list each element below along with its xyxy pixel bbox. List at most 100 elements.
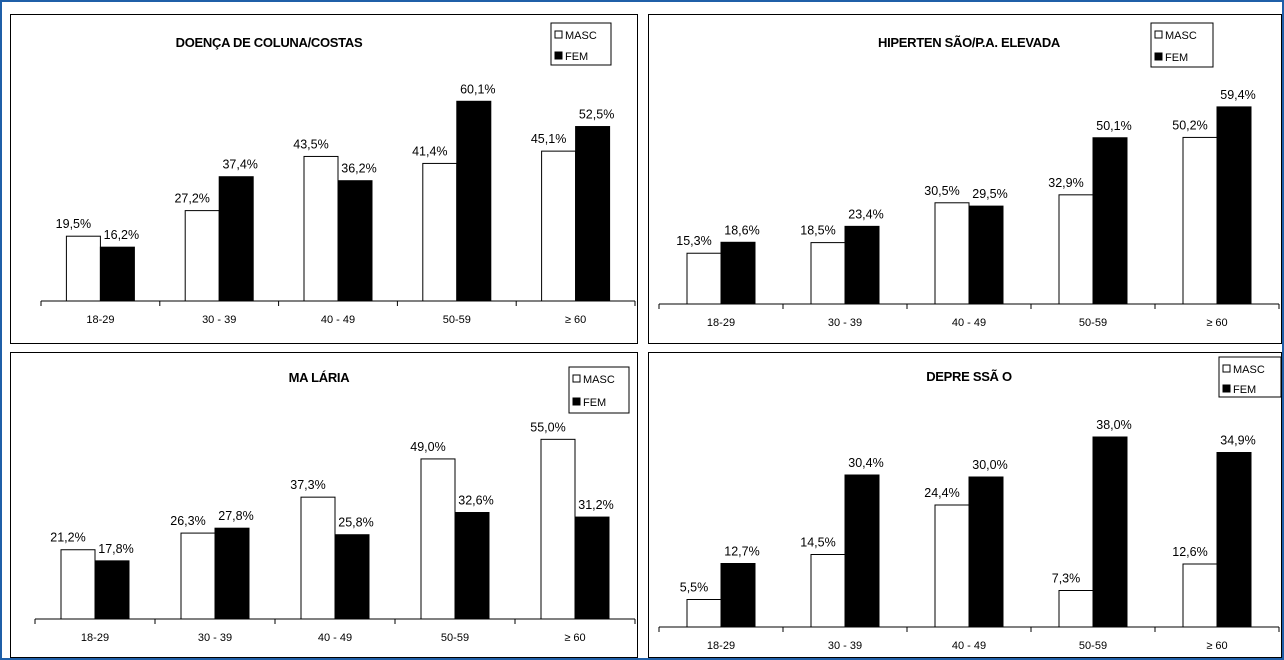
data-label: 41,4% [412, 144, 447, 158]
data-label: 49,0% [410, 440, 445, 454]
data-label: 52,5% [579, 108, 614, 122]
legend-swatch-fem [1222, 384, 1231, 393]
bar-masc [934, 202, 970, 305]
legend-label: FEM [1233, 384, 1256, 396]
bar-fem [337, 180, 373, 302]
x-tick-label: ≥ 60 [1206, 640, 1227, 652]
data-label: 37,3% [290, 478, 325, 492]
x-tick-label: 40 - 49 [318, 632, 352, 644]
data-label: 15,3% [676, 234, 711, 248]
legend-label: MASC [583, 374, 615, 386]
data-label: 50,2% [1172, 118, 1207, 132]
bar-fem [334, 534, 370, 620]
bar-fem [1092, 137, 1128, 305]
bar-masc [810, 554, 846, 628]
legend: MASC FEM [1218, 356, 1281, 398]
bar-fem [214, 527, 250, 620]
data-label: 43,5% [293, 137, 328, 151]
x-tick-label: 30 - 39 [828, 640, 862, 652]
bar-fem [1216, 106, 1252, 305]
data-label: 14,5% [800, 536, 835, 550]
legend-swatch-masc [572, 374, 581, 383]
x-tick-label: 50-59 [1079, 317, 1107, 329]
legend-swatch-masc [1154, 30, 1163, 39]
data-label: 18,6% [724, 223, 759, 237]
chart-title: MA LÁRIA [289, 370, 351, 385]
data-label: 30,0% [972, 458, 1007, 472]
data-label: 19,5% [56, 217, 91, 231]
legend-box [1150, 22, 1214, 68]
chart-title: HIPERTEN SÃO/P.A. ELEVADA [878, 35, 1061, 50]
x-tick-label: 40 - 49 [952, 317, 986, 329]
data-label: 25,8% [338, 516, 373, 530]
chart-title: DEPRE SSÃ O [926, 369, 1012, 384]
bar-fem [968, 205, 1004, 305]
bar-masc [303, 155, 339, 302]
data-label: 36,2% [341, 162, 376, 176]
data-label: 50,1% [1096, 119, 1131, 133]
chart-svg: HIPERTEN SÃO/P.A. ELEVADA 18-29 15,3% 18,6%… [658, 22, 1280, 329]
x-tick-label: 40 - 49 [952, 640, 986, 652]
chart-panel-hipertensao: HIPERTEN SÃO/P.A. ELEVADA 18-29 15,3% 18,6%… [648, 14, 1282, 344]
chart-svg: MA LÁRIA 18-29 21,2% 17,8% 30 - 39 26,3% 27,8%… [34, 366, 636, 644]
data-label: 59,4% [1220, 88, 1255, 102]
bar-masc [686, 599, 722, 628]
bar-fem [99, 246, 135, 302]
bar-fem [454, 512, 490, 620]
data-label: 27,2% [174, 192, 209, 206]
data-label: 60,1% [460, 82, 495, 96]
bar-masc [1182, 136, 1218, 305]
bar-fem [574, 516, 610, 620]
chart-svg: DEPRE SSÃ O 18-29 5,5% 12,7% 30 - 39 14,5% 30,… [658, 356, 1281, 652]
x-tick-label: 50-59 [443, 314, 471, 326]
data-label: 29,5% [972, 187, 1007, 201]
bar-masc [180, 532, 216, 620]
data-label: 30,4% [848, 456, 883, 470]
legend-label: FEM [1165, 52, 1188, 64]
x-tick-label: 18-29 [81, 632, 109, 644]
data-label: 7,3% [1052, 572, 1081, 586]
data-label: 16,2% [104, 228, 139, 242]
chart-panel-depressao: DEPRE SSÃ O 18-29 5,5% 12,7% 30 - 39 14,5% 30,… [648, 352, 1282, 658]
chart-panel-coluna: DOENÇA DE COLUNA/COSTAS 18-29 19,5% 16,2% 30… [10, 14, 638, 344]
data-label: 32,9% [1048, 176, 1083, 190]
legend: MASC FEM [568, 366, 630, 414]
x-tick-label: 40 - 49 [321, 314, 355, 326]
data-label: 45,1% [531, 132, 566, 146]
bar-masc [1182, 563, 1218, 628]
legend: MASC FEM [1150, 22, 1214, 68]
bar-fem [218, 176, 254, 302]
data-label: 38,0% [1096, 418, 1131, 432]
bar-masc [934, 504, 970, 628]
data-label: 34,9% [1220, 434, 1255, 448]
bar-masc [184, 210, 220, 302]
bar-fem [844, 474, 880, 628]
data-label: 23,4% [848, 207, 883, 221]
data-label: 30,5% [924, 184, 959, 198]
bar-fem [720, 241, 756, 305]
bar-masc [422, 162, 458, 302]
data-label: 24,4% [924, 486, 959, 500]
legend-label: MASC [565, 30, 597, 42]
legend: MASC FEM [550, 22, 612, 66]
chart-panel-malaria: MA LÁRIA 18-29 21,2% 17,8% 30 - 39 26,3% 27,8%… [10, 352, 638, 658]
data-label: 21,2% [50, 531, 85, 545]
bar-masc [300, 496, 336, 620]
x-tick-label: ≥ 60 [565, 314, 586, 326]
bar-masc [541, 150, 577, 302]
data-label: 55,0% [530, 420, 565, 434]
data-label: 18,5% [800, 224, 835, 238]
x-tick-label: 18-29 [707, 640, 735, 652]
x-tick-label: ≥ 60 [564, 632, 585, 644]
x-tick-label: 18-29 [707, 317, 735, 329]
x-tick-label: 30 - 39 [828, 317, 862, 329]
bar-masc [1058, 194, 1094, 305]
bar-fem [844, 225, 880, 305]
bar-fem [968, 476, 1004, 628]
x-tick-label: 30 - 39 [202, 314, 236, 326]
legend-label: MASC [1165, 30, 1197, 42]
legend-label: FEM [583, 397, 606, 409]
chart-svg: DOENÇA DE COLUNA/COSTAS 18-29 19,5% 16,2% 30… [40, 22, 636, 326]
x-tick-label: 18-29 [86, 314, 114, 326]
